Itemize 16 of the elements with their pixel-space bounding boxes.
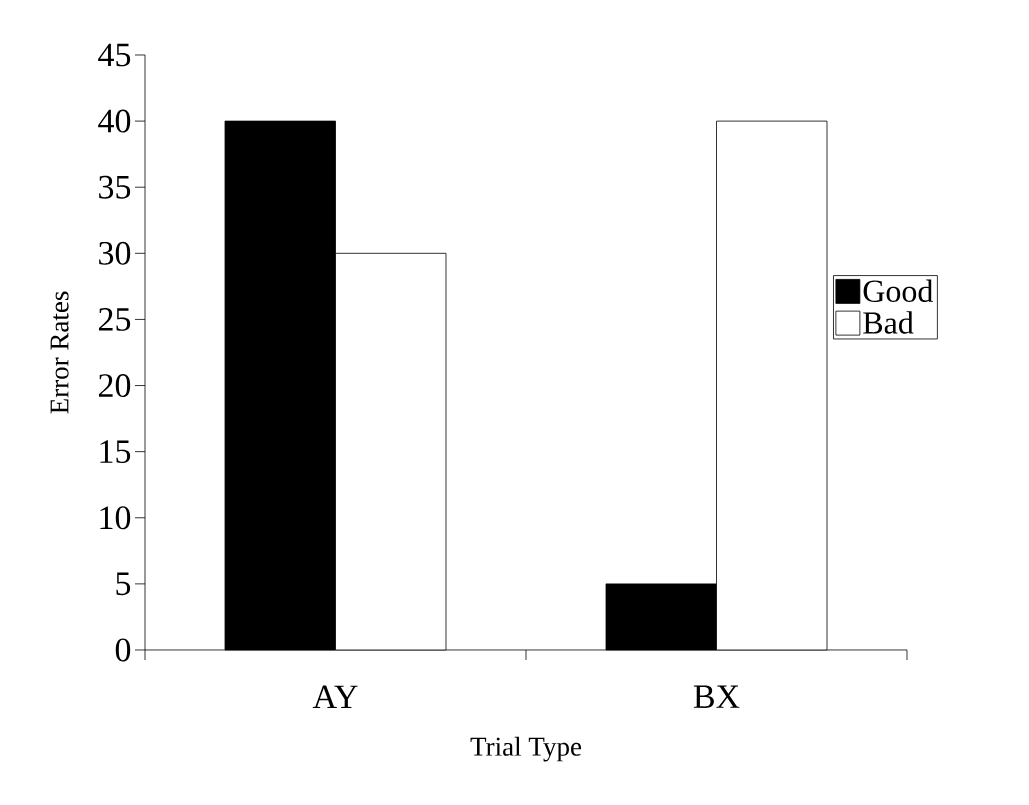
y-tick-label: 35 xyxy=(99,175,131,199)
legend-label: Good xyxy=(863,279,933,303)
y-axis-title: Error Rates xyxy=(50,291,69,414)
y-tick-label: 40 xyxy=(98,109,131,133)
y-tick-label: 30 xyxy=(99,241,131,265)
x-tick-label: AY xyxy=(312,685,358,708)
y-tick-label: 5 xyxy=(116,572,131,596)
y-tick-label: 15 xyxy=(100,440,131,464)
x-tick-label: BX xyxy=(693,685,740,708)
legend-label: Bad xyxy=(863,311,914,334)
y-tick-label: 25 xyxy=(98,308,131,331)
y-tick-label: 10 xyxy=(100,506,131,530)
x-axis-title: Trial Type xyxy=(470,736,582,762)
y-tick-label: 45 xyxy=(98,43,131,67)
y-tick-label: 20 xyxy=(98,374,131,398)
y-tick-label: 0 xyxy=(115,638,131,662)
